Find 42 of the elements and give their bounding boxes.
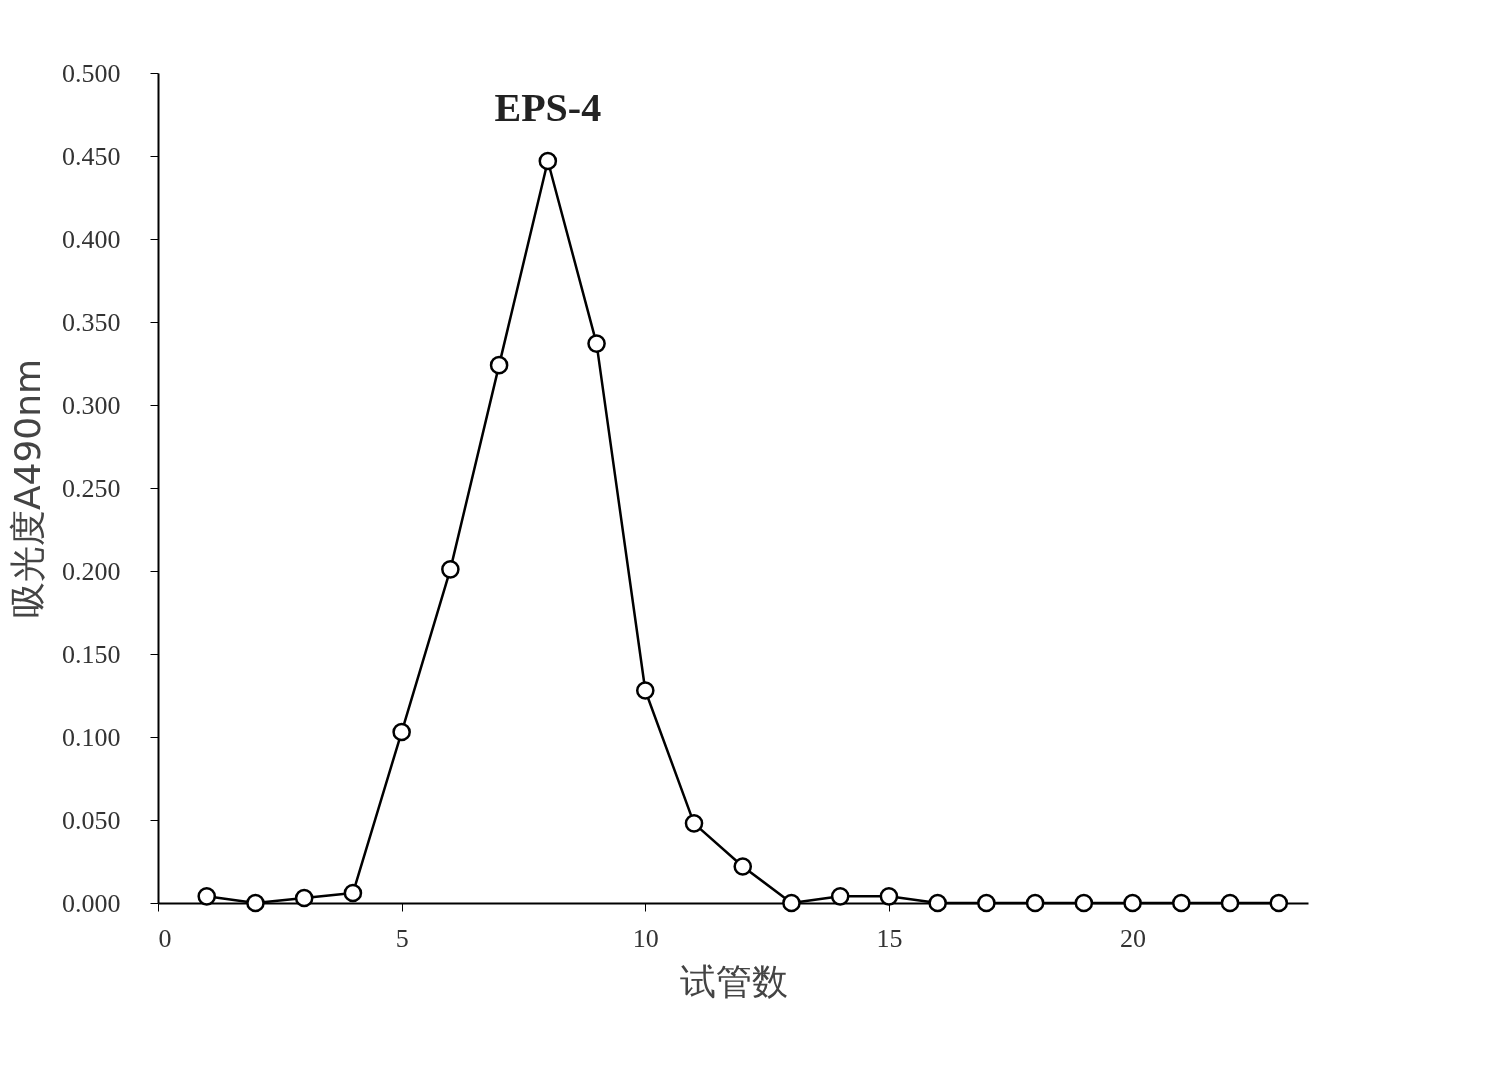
y-tick-label: 0.000 (62, 888, 121, 918)
point (1123, 893, 1142, 913)
y-axis-title: 吸光度A490nm (7, 358, 48, 619)
point (977, 893, 996, 913)
point (246, 893, 265, 913)
point (343, 883, 363, 903)
x-tick-label: 15 (876, 923, 903, 953)
point (1269, 893, 1289, 913)
point (538, 151, 558, 171)
point (928, 893, 947, 913)
point (1171, 893, 1191, 913)
x-tick-label: 0 (158, 923, 172, 953)
point (1074, 893, 1094, 913)
point (489, 355, 509, 375)
point (1025, 893, 1045, 913)
point (879, 887, 899, 906)
point (197, 887, 217, 906)
x-tick-label: 10 (632, 923, 659, 953)
annotation: EPS-4 (494, 84, 602, 130)
point (635, 681, 655, 700)
y-tick-label: 0.250 (62, 473, 121, 503)
point (684, 814, 704, 833)
point (733, 857, 753, 876)
x-axis-title: 试管数 (679, 960, 788, 1002)
point (782, 893, 801, 913)
y-tick-label: 0.350 (62, 307, 121, 337)
y-tick-label: 0.400 (62, 224, 121, 254)
point (392, 722, 411, 742)
point (830, 887, 850, 906)
y-tick-label: 0.100 (62, 722, 121, 752)
y-tick-label: 0.200 (62, 556, 121, 586)
y-tick-label: 0.150 (62, 639, 121, 669)
point (587, 334, 606, 353)
point (294, 888, 314, 908)
point (441, 560, 460, 579)
y-tick-label: 0.450 (62, 141, 121, 171)
point (1220, 893, 1240, 913)
x-tick-label: 5 (395, 923, 409, 953)
y-tick-label: 0.300 (62, 390, 121, 420)
y-tick-label: 0.050 (62, 805, 121, 835)
y-tick-label: 0.500 (62, 58, 121, 88)
x-tick-label: 20 (1120, 923, 1147, 953)
